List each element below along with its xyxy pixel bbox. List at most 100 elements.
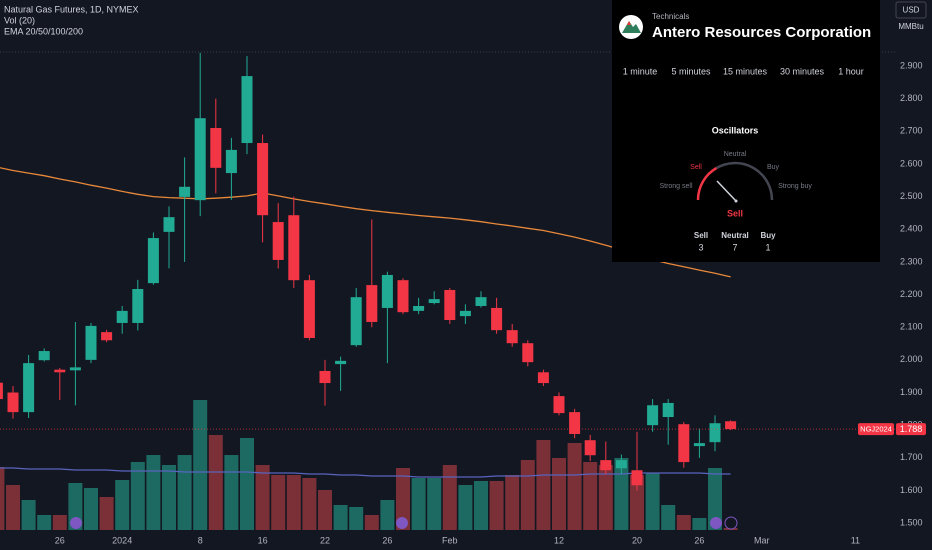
event-icon[interactable] — [710, 517, 722, 529]
candle-body — [709, 423, 721, 443]
volume-bar — [37, 515, 52, 530]
volume-bar — [661, 505, 676, 530]
candle-body — [444, 289, 456, 321]
y-tick-label: 1.700 — [900, 452, 923, 462]
candle-body — [101, 332, 113, 341]
candle-body — [0, 382, 3, 400]
candle-body — [132, 289, 144, 323]
axes: 1.5001.6001.7001.8001.9002.0002.1002.200… — [55, 60, 923, 545]
candle-body — [116, 310, 128, 323]
candle-body — [491, 307, 503, 331]
y-tick-label: 2.600 — [900, 158, 923, 168]
timeframe-tab[interactable]: 1 hour — [838, 66, 864, 76]
candle-body — [69, 367, 81, 371]
candle-body — [303, 280, 315, 338]
volume-bar — [411, 478, 426, 530]
volume-bar — [224, 455, 239, 530]
company-name: Antero Resources Corporation — [652, 24, 871, 41]
candle-body — [537, 372, 549, 384]
gauge-label: Neutral — [724, 151, 747, 158]
y-tick-label: 2.500 — [900, 191, 923, 201]
currency-box[interactable] — [895, 1, 927, 19]
candle-body — [584, 440, 596, 456]
timeframe-tab[interactable]: 5 minutes — [671, 66, 711, 76]
timeframe-tab[interactable]: 1 minute — [623, 66, 658, 76]
symbol-tag — [858, 423, 894, 436]
event-icon[interactable] — [70, 517, 82, 529]
volume-bar — [676, 515, 691, 530]
candle-body — [428, 299, 440, 304]
y-tick-label: 2.900 — [900, 60, 923, 70]
volume-bar — [84, 488, 98, 530]
symbol-label: NGJ2024 — [860, 425, 892, 434]
volume-bar — [396, 468, 410, 530]
gauge-label: Strong buy — [778, 183, 812, 190]
x-tick-label: 2024 — [112, 535, 132, 545]
volume-bar — [614, 458, 629, 530]
timeframe-tab[interactable]: 30 minutes — [780, 66, 825, 76]
volume-bar — [52, 515, 67, 530]
event-icon[interactable] — [396, 517, 408, 529]
y-tick-label: 1.600 — [900, 485, 923, 495]
price-tag-label: 1.788 — [900, 424, 923, 434]
volume-bar — [333, 505, 348, 530]
candle-body — [85, 325, 97, 360]
volume-bar — [458, 485, 473, 530]
candle-body — [194, 118, 206, 201]
volume-bar — [630, 475, 644, 530]
candle-body — [288, 215, 300, 281]
gauge-label: Buy — [767, 164, 780, 171]
x-tick-label: 8 — [198, 535, 203, 545]
candle-body — [647, 405, 659, 426]
candle-body — [23, 363, 35, 413]
candle-body — [366, 285, 378, 322]
volume-bar — [177, 455, 192, 530]
candle-body — [459, 310, 471, 317]
timeframe-tab[interactable]: 15 minutes — [723, 66, 768, 76]
volume-bar — [271, 475, 286, 530]
y-tick-label: 2.800 — [900, 93, 923, 103]
ema-line — [0, 167, 731, 278]
indicator-lines — [0, 167, 731, 478]
y-tick-label: 2.200 — [900, 289, 923, 299]
count-value: 7 — [732, 242, 737, 252]
count-label: Sell — [694, 231, 708, 240]
candle-body — [413, 305, 425, 311]
candle-body — [350, 297, 362, 346]
technicals-panel: Technicals Antero Resources Corporation … — [612, 0, 880, 262]
currency[interactable]: USD — [903, 6, 920, 15]
x-tick-label: 22 — [320, 535, 330, 545]
volume-bar — [536, 440, 551, 530]
x-tick-label: 16 — [258, 535, 268, 545]
candle-body — [272, 222, 284, 260]
candle-body — [553, 396, 565, 414]
volume-bar — [645, 473, 660, 530]
x-tick-label: 26 — [694, 535, 704, 545]
count-value: 1 — [765, 242, 770, 252]
volume-bar — [552, 458, 566, 530]
y-tick-label: 1.900 — [900, 387, 923, 397]
candle-body — [147, 238, 159, 284]
unit[interactable]: MMBtu — [898, 22, 923, 31]
candle-body — [335, 360, 347, 365]
indicator-legend: Vol (20) — [4, 15, 35, 25]
volume-bar — [364, 515, 379, 530]
logo-shape — [622, 21, 641, 33]
count-label: Neutral — [721, 231, 749, 240]
y-tick-label: 2.000 — [900, 354, 923, 364]
candle-body — [475, 297, 487, 306]
volume-bar — [380, 500, 395, 530]
section-title: Oscillators — [712, 125, 759, 135]
panel-background — [612, 0, 880, 262]
gauge-arc-sell — [696, 166, 718, 201]
candle-body — [54, 369, 66, 373]
candle-body — [179, 186, 191, 197]
candle-body — [725, 421, 737, 430]
event-icons — [70, 516, 738, 530]
gauge-hub — [734, 199, 738, 203]
volume-bar — [349, 507, 364, 530]
volume-bar — [708, 468, 722, 530]
event-icon[interactable] — [724, 516, 738, 530]
volume-bar — [692, 518, 707, 530]
